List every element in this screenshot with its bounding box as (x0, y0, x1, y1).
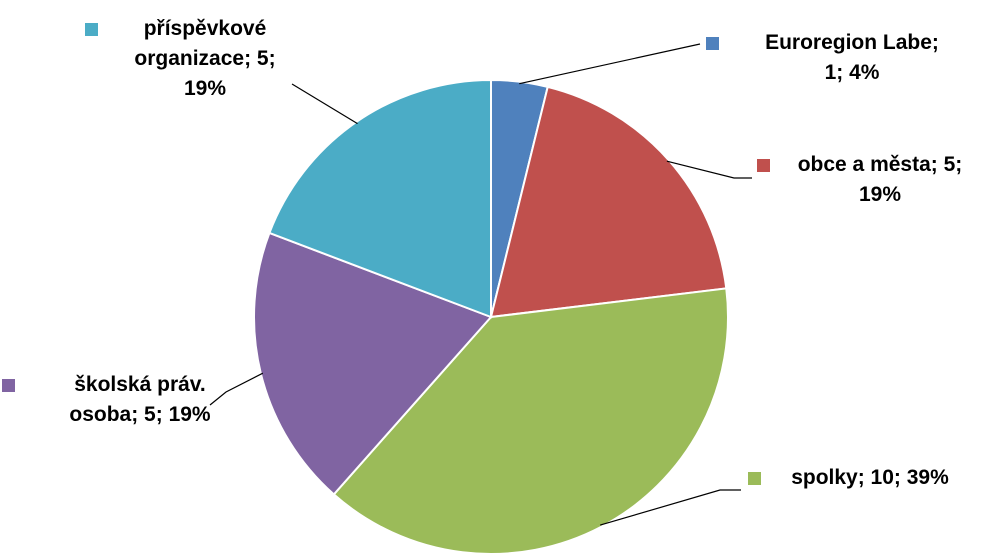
data-label-euroregion-labe: Euroregion Labe; 1; 4% (707, 28, 997, 88)
legend-key-prispevkove-organizace (85, 23, 98, 36)
legend-key-spolky (748, 472, 761, 485)
label-text-line: příspěvkové (144, 17, 267, 40)
pie-slices (254, 80, 728, 554)
label-text-line: organizace; 5; (60, 44, 350, 74)
label-text-line: 19% (752, 180, 1008, 210)
data-label-obce-a-mesta: obce a města; 5; 19% (752, 150, 1008, 210)
leader-line-euroregion-labe (519, 44, 700, 84)
label-text-line: 19% (60, 74, 350, 104)
data-label-skolska-prav-osoba: školská práv. osoba; 5; 19% (0, 370, 280, 430)
legend-key-euroregion-labe (706, 37, 719, 50)
data-label-prispevkove-organizace: příspěvkové organizace; 5; 19% (60, 14, 350, 104)
label-text-line: 1; 4% (707, 58, 997, 88)
legend-key-skolska-prav-osoba (2, 379, 15, 392)
legend-key-obce-a-mesta (757, 159, 770, 172)
label-text-line: spolky; 10; 39% (791, 466, 949, 489)
data-label-spolky: spolky; 10; 39% (740, 463, 1000, 493)
label-text-line: osoba; 5; 19% (0, 400, 280, 430)
label-text-line: Euroregion Labe; (765, 31, 939, 54)
label-text-line: školská práv. (74, 373, 206, 396)
label-text-line: obce a města; 5; (798, 153, 963, 176)
